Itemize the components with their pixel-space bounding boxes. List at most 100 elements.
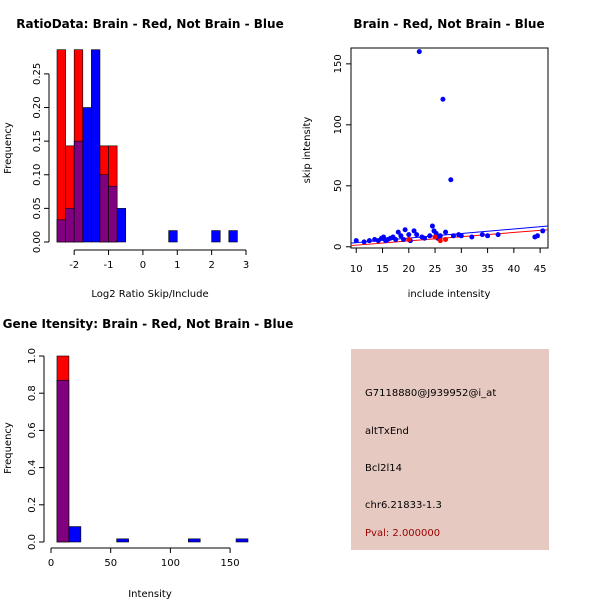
gene-intensity-title: Gene Itensity: Brain - Red, Not Brain - … <box>3 317 294 331</box>
x-tick-label: 20 <box>402 264 415 275</box>
y-tick-label: 1.0 <box>27 348 38 364</box>
y-tick-label: 0.15 <box>32 130 43 152</box>
not-brain-point <box>353 238 359 244</box>
y-tick-label: 100 <box>333 115 344 134</box>
brain-point <box>406 236 412 242</box>
not-brain-point <box>448 177 454 183</box>
not-brain-point <box>395 229 401 235</box>
scatter-plot: 10 15 20 25 30 35 40 45 0 50 100 150 <box>333 49 549 275</box>
intensity-scatter-panel: Brain - Red, Not Brain - Blue 10 15 20 25 30… <box>302 17 549 300</box>
scatter-xlabel: include intensity <box>408 289 491 300</box>
not-brain-point <box>381 234 387 240</box>
probe-id-text: G7118880@J939952@i_at <box>365 388 496 399</box>
ratio-histogram-panel: RatioData: Brain - Red, Not Brain - Blue… <box>3 17 284 300</box>
y-tick-label: 150 <box>333 54 344 73</box>
not-brain-bar <box>116 538 129 543</box>
not-brain-point <box>443 229 449 235</box>
x-tick-label: 40 <box>507 264 520 275</box>
pval-text: Pval: 2.000000 <box>365 528 440 539</box>
gene-intensity-plot: 0 50 100 150 0.0 0.2 0.4 0.6 0.8 1.0 <box>27 348 249 569</box>
x-tick-label: -2 <box>69 260 79 271</box>
y-tick-label: 0.4 <box>27 460 38 476</box>
x-tick-label: 2 <box>208 260 214 271</box>
y-tick-label: 50 <box>333 179 344 192</box>
x-tick-label: 15 <box>376 264 389 275</box>
y-tick-label: 0.05 <box>32 197 43 219</box>
gene-intensity-ylabel: Frequency <box>3 422 14 474</box>
y-tick-label: 0.8 <box>27 385 38 401</box>
gene-intensity-histogram-panel: Gene Itensity: Brain - Red, Not Brain - … <box>3 317 294 600</box>
scatter-ylabel: skip intensity <box>302 117 313 184</box>
chromosome-location-text: chr6.21833-1.3 <box>365 500 442 511</box>
overlap-bar <box>65 208 75 243</box>
ratio-histogram-title: RatioData: Brain - Red, Not Brain - Blue <box>16 17 283 31</box>
not-brain-point <box>406 232 412 238</box>
x-tick-label: 0 <box>48 558 54 569</box>
x-tick-label: 150 <box>221 558 240 569</box>
x-tick-label: 1 <box>174 260 180 271</box>
y-tick-label: 0 <box>333 244 344 250</box>
x-tick-label: 100 <box>161 558 180 569</box>
overlap-bar <box>99 174 109 243</box>
y-tick-label: 0.2 <box>27 497 38 513</box>
ratio-histogram-ylabel: Frequency <box>3 122 14 174</box>
x-tick-label: 25 <box>429 264 442 275</box>
not-brain-point <box>440 96 446 102</box>
overlap-bar <box>73 140 84 243</box>
not-brain-point <box>414 232 420 238</box>
not-brain-point <box>422 235 428 241</box>
not-brain-bar <box>211 230 221 243</box>
brain-bar <box>56 49 66 243</box>
not-brain-point <box>398 233 404 239</box>
y-tick-label: 0.00 <box>32 231 43 253</box>
brain-point <box>443 236 449 242</box>
not-brain-point <box>450 233 456 239</box>
not-brain-bar <box>228 230 238 243</box>
not-brain-point <box>469 234 475 240</box>
not-brain-bar <box>68 526 82 543</box>
not-brain-point <box>402 227 408 233</box>
not-brain-point <box>485 233 491 239</box>
x-tick-label: 0 <box>140 260 146 271</box>
not-brain-point <box>540 228 546 234</box>
not-brain-bar <box>91 49 101 243</box>
scatter-title: Brain - Red, Not Brain - Blue <box>353 17 544 31</box>
gene-name-text: Bcl2l14 <box>365 463 402 474</box>
overlap-bar <box>56 219 66 243</box>
scatter-plot-box <box>350 47 549 249</box>
x-tick-label: 3 <box>243 260 249 271</box>
y-tick-label: 0.6 <box>27 422 38 438</box>
not-brain-point <box>401 236 407 242</box>
not-brain-point <box>437 233 443 239</box>
not-brain-point <box>361 239 367 245</box>
gene-intensity-xlabel: Intensity <box>128 589 172 600</box>
not-brain-point <box>427 233 433 239</box>
not-brain-point <box>393 236 399 242</box>
not-brain-point <box>495 232 501 238</box>
y-tick-label: 0.20 <box>32 96 43 118</box>
not-brain-bar <box>82 107 92 243</box>
not-brain-point <box>366 238 372 244</box>
overlap-bar <box>56 379 70 543</box>
info-panel-background <box>351 349 549 550</box>
not-brain-bar <box>116 208 127 243</box>
x-tick-label: 35 <box>481 264 494 275</box>
ratio-histogram-xlabel: Log2 Ratio Skip/Include <box>91 289 208 300</box>
x-tick-label: 50 <box>104 558 117 569</box>
y-tick-label: 0.10 <box>32 164 43 186</box>
y-tick-label: 0.0 <box>27 534 38 550</box>
not-brain-point <box>458 233 464 239</box>
brain-point <box>432 234 438 240</box>
not-brain-bar <box>235 538 249 543</box>
y-tick-label: 0.25 <box>32 63 43 85</box>
x-tick-label: 30 <box>455 264 468 275</box>
event-type-text: altTxEnd <box>365 426 409 437</box>
not-brain-point <box>534 233 540 239</box>
not-brain-bar <box>168 230 178 243</box>
x-tick-label: 10 <box>350 264 363 275</box>
ratio-histogram-plot: -2 -1 0 1 2 3 0.00 0.05 0.10 0.15 0.20 0.25 <box>32 49 249 271</box>
not-brain-point <box>479 232 485 238</box>
overlap-bar <box>108 185 118 243</box>
brain-point <box>437 238 443 244</box>
